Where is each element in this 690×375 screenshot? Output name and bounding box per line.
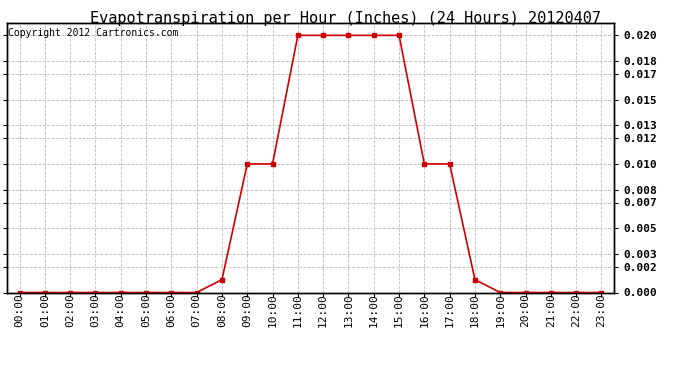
Text: 02:00: 02:00 bbox=[65, 293, 75, 327]
Text: 23:00: 23:00 bbox=[596, 293, 607, 327]
Text: 22:00: 22:00 bbox=[571, 293, 581, 327]
Text: Evapotranspiration per Hour (Inches) (24 Hours) 20120407: Evapotranspiration per Hour (Inches) (24… bbox=[90, 11, 600, 26]
Text: 18:00: 18:00 bbox=[470, 293, 480, 327]
Text: 07:00: 07:00 bbox=[192, 293, 201, 327]
Text: 13:00: 13:00 bbox=[344, 293, 353, 327]
Text: 21:00: 21:00 bbox=[546, 293, 556, 327]
Text: 11:00: 11:00 bbox=[293, 293, 303, 327]
Text: 17:00: 17:00 bbox=[444, 293, 455, 327]
Text: 15:00: 15:00 bbox=[394, 293, 404, 327]
Text: 08:00: 08:00 bbox=[217, 293, 227, 327]
Text: 19:00: 19:00 bbox=[495, 293, 505, 327]
Text: 09:00: 09:00 bbox=[242, 293, 253, 327]
Text: 16:00: 16:00 bbox=[420, 293, 429, 327]
Text: 12:00: 12:00 bbox=[318, 293, 328, 327]
Text: Copyright 2012 Cartronics.com: Copyright 2012 Cartronics.com bbox=[8, 28, 179, 38]
Text: 10:00: 10:00 bbox=[268, 293, 277, 327]
Text: 14:00: 14:00 bbox=[368, 293, 379, 327]
Text: 01:00: 01:00 bbox=[40, 293, 50, 327]
Text: 05:00: 05:00 bbox=[141, 293, 151, 327]
Text: 03:00: 03:00 bbox=[90, 293, 101, 327]
Text: 06:00: 06:00 bbox=[166, 293, 177, 327]
Text: 00:00: 00:00 bbox=[14, 293, 25, 327]
Text: 20:00: 20:00 bbox=[520, 293, 531, 327]
Text: 04:00: 04:00 bbox=[116, 293, 126, 327]
